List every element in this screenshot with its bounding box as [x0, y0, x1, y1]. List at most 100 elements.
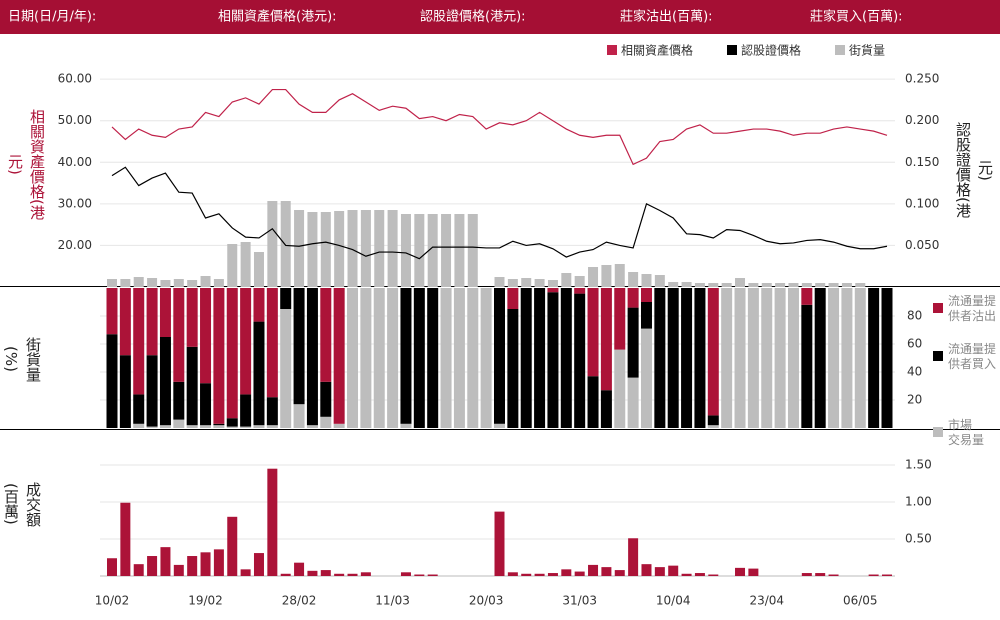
stacked-bar: [774, 288, 786, 428]
stacked-bar: [787, 288, 799, 428]
turnover-bar: [427, 574, 438, 576]
turnover-bar: [628, 538, 639, 576]
y2-axis-label: 認股證價格(港元): [954, 122, 994, 218]
stacked-bar: [400, 288, 412, 424]
turnover-bar: [173, 564, 184, 576]
street-volume-bar: [628, 272, 639, 287]
stacked-bar: [253, 425, 265, 428]
header-field: 莊家買入(百萬):: [810, 9, 903, 25]
turnover-bar: [280, 573, 291, 576]
stacked-bar: [747, 288, 759, 428]
turnover-bar: [735, 567, 746, 576]
stacked-bar: [266, 425, 278, 428]
y-tick-label: 60.00: [58, 72, 92, 86]
stacked-bar: [667, 288, 679, 428]
y-axis-label: 相關資產價格(港元): [6, 108, 46, 220]
turnover-bar: [320, 570, 331, 576]
street-volume-bar: [708, 283, 719, 287]
stacked-bar: [854, 288, 866, 428]
turnover-bar: [882, 574, 892, 576]
stacked-bar: [266, 288, 278, 398]
stacked-bar: [293, 288, 305, 405]
street-volume-bar: [400, 214, 411, 287]
y-tick-label: 0.050: [905, 238, 939, 252]
header-bar: [0, 0, 1000, 34]
turnover-bar: [507, 572, 518, 576]
turnover-bar: [588, 564, 599, 576]
turnover-bar: [200, 552, 211, 576]
turnover-bar: [561, 569, 572, 576]
x-tick-label: 11/03: [375, 594, 410, 608]
legend-label: 流通量提 供者沽出: [948, 294, 997, 323]
stacked-bar: [614, 288, 626, 350]
stacked-bar: [721, 288, 733, 428]
street-volume-bar: [601, 265, 612, 287]
stacked-bar: [801, 304, 813, 428]
turnover-bar: [227, 516, 238, 576]
street-volume-bar: [534, 279, 545, 287]
street-volume-bar: [694, 283, 705, 287]
stacked-bar: [253, 321, 265, 426]
x-tick-label: 10/02: [95, 594, 130, 608]
stacked-bar: [547, 288, 559, 293]
turnover-bar: [147, 556, 158, 576]
stacked-bar: [480, 288, 492, 428]
stacked-bar: [159, 337, 171, 426]
stacked-bar: [240, 394, 252, 427]
street-volume-bar: [200, 276, 211, 287]
stacked-bar: [226, 418, 238, 427]
stacked-bar: [200, 425, 212, 428]
y-tick-label: 80: [907, 309, 922, 323]
stacked-bar: [600, 288, 612, 391]
stacked-bar: [681, 288, 693, 428]
stacked-bar: [119, 288, 131, 356]
stacked-bar: [213, 423, 225, 426]
stacked-bar: [253, 288, 265, 322]
y-tick-label: 40: [907, 365, 922, 379]
street-volume-bar: [841, 283, 852, 287]
stacked-bar: [146, 426, 158, 428]
stacked-bar: [186, 425, 198, 428]
stacked-bar: [587, 376, 599, 428]
street-volume-bar: [147, 278, 158, 287]
street-volume-bar: [374, 210, 385, 287]
stacked-bar: [226, 288, 238, 419]
street-volume-bar: [668, 282, 679, 287]
street-volume-bar: [227, 244, 238, 287]
y-tick-label: 30.00: [58, 196, 92, 210]
turnover-bar: [133, 564, 144, 576]
stacked-bar: [240, 426, 252, 428]
stacked-bar: [293, 404, 305, 428]
stacked-bar: [159, 288, 171, 337]
legend-swatch: [933, 351, 943, 361]
x-tick-label: 31/03: [562, 594, 597, 608]
stacked-bar: [400, 423, 412, 428]
turnover-bar: [294, 562, 305, 576]
stacked-bar: [507, 309, 519, 428]
turnover-bar: [547, 573, 558, 576]
stacked-bar: [574, 288, 586, 294]
legend-swatch: [933, 303, 943, 313]
turnover-bar: [414, 574, 425, 576]
stacked-bar: [694, 288, 706, 428]
street-volume-bar: [253, 252, 264, 287]
street-volume-bar: [574, 276, 585, 287]
street-volume-bar: [387, 210, 398, 287]
turnover-bar: [801, 573, 812, 576]
stacked-bar: [440, 288, 452, 428]
stacked-bar: [240, 288, 252, 395]
turnover-bar: [641, 564, 652, 576]
stacked-bar: [173, 419, 185, 428]
x-tick-label: 10/04: [656, 594, 691, 608]
street-volume-bar: [681, 282, 692, 287]
legend-swatch: [933, 427, 943, 437]
stacked-bar: [881, 288, 893, 428]
street-volume-bar: [173, 279, 184, 287]
stacked-bar: [587, 288, 599, 377]
stacked-bar: [453, 288, 465, 428]
stacked-bar: [266, 397, 278, 426]
street-volume-bar: [801, 283, 812, 287]
street-volume-bar: [427, 214, 438, 287]
stacked-bar: [200, 288, 212, 384]
